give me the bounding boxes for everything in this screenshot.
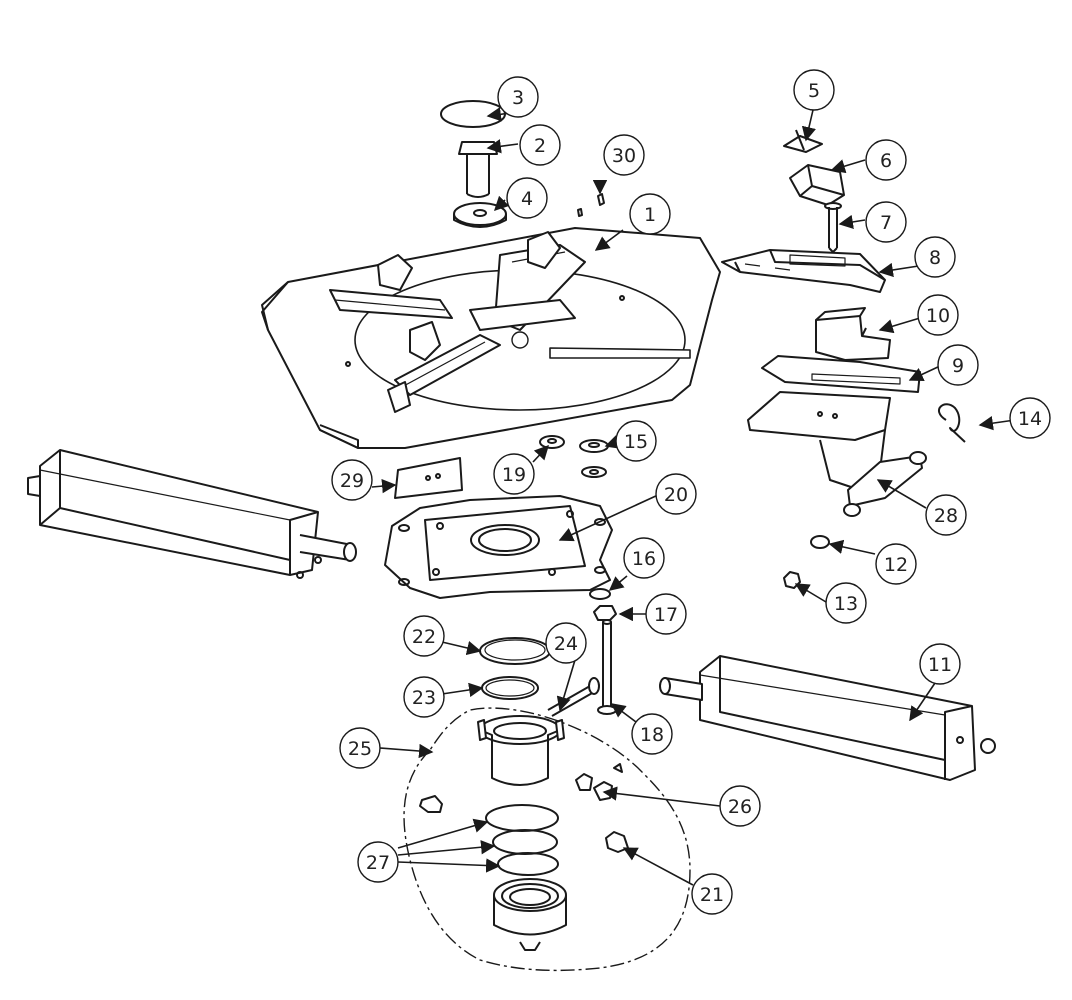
svg-text:17: 17 — [654, 604, 678, 626]
pneumatic-cylinder-left — [27, 449, 357, 579]
o-ring-3 — [497, 852, 559, 876]
base-flange — [384, 495, 613, 599]
svg-text:21: 21 — [700, 884, 724, 906]
callout-29: 29 — [331, 459, 373, 501]
slide-block — [815, 307, 891, 361]
callout-12: 12 — [875, 543, 917, 585]
svg-text:7: 7 — [880, 212, 892, 234]
svg-text:9: 9 — [952, 355, 964, 377]
svg-text:19: 19 — [502, 464, 526, 486]
fitting-26 — [593, 781, 613, 801]
bolt — [458, 141, 498, 198]
svg-text:25: 25 — [348, 738, 372, 760]
callout-10: 10 — [917, 294, 959, 336]
guide-strip — [394, 457, 463, 499]
svg-text:27: 27 — [366, 852, 390, 874]
callout-20: 20 — [655, 473, 697, 515]
callout-25: 25 — [339, 727, 381, 769]
callout-28: 28 — [925, 494, 967, 536]
jaw-insert — [789, 164, 845, 206]
callout-24: 24 — [545, 622, 587, 664]
callout-1: 1 — [629, 193, 671, 235]
svg-text:1: 1 — [644, 204, 656, 226]
long-bolt — [547, 677, 600, 717]
assembly-boundary — [403, 707, 691, 972]
svg-text:20: 20 — [664, 484, 688, 506]
callout-16: 16 — [623, 537, 665, 579]
o-ring-large-inner — [484, 639, 546, 661]
cap — [440, 100, 506, 128]
svg-text:5: 5 — [808, 80, 820, 102]
retaining-ring-inner — [485, 679, 535, 697]
o-ring-2 — [492, 829, 558, 855]
svg-text:2: 2 — [534, 135, 546, 157]
callout-26: 26 — [719, 785, 761, 827]
o-ring-1 — [485, 804, 559, 832]
nut-small — [593, 605, 617, 621]
svg-text:6: 6 — [880, 150, 892, 172]
guide-plate — [761, 355, 921, 393]
callout-13: 13 — [825, 582, 867, 624]
callout-14: 14 — [1009, 397, 1051, 439]
callout-6: 6 — [865, 139, 907, 181]
pneumatic-cylinder-right — [659, 655, 996, 781]
svg-text:13: 13 — [834, 593, 858, 615]
svg-text:30: 30 — [612, 145, 636, 167]
svg-text:14: 14 — [1018, 408, 1042, 430]
callout-22: 22 — [403, 615, 445, 657]
svg-text:15: 15 — [624, 431, 648, 453]
callout-11: 11 — [919, 643, 961, 685]
screw — [824, 202, 842, 253]
svg-text:8: 8 — [929, 247, 941, 269]
svg-text:26: 26 — [728, 796, 752, 818]
svg-text:3: 3 — [512, 87, 524, 109]
turntable-plate — [261, 227, 721, 449]
callout-17: 17 — [645, 593, 687, 635]
svg-text:23: 23 — [412, 687, 436, 709]
small-screw — [613, 763, 623, 773]
fitting-left — [419, 795, 443, 813]
callout-27: 27 — [357, 841, 399, 883]
callout-5: 5 — [793, 69, 835, 111]
callout-2: 2 — [519, 124, 561, 166]
svg-text:24: 24 — [554, 633, 578, 655]
callout-7: 7 — [865, 201, 907, 243]
rotary-base — [493, 878, 567, 951]
callout-21: 21 — [691, 873, 733, 915]
mounting-plate-with-shaft — [747, 391, 927, 517]
callout-18: 18 — [631, 713, 673, 755]
washer — [453, 202, 507, 228]
callout-labels: 1 2 3 4 5 6 7 8 9 10 11 12 13 14 15 16 1… — [331, 69, 1051, 915]
small-pin — [577, 193, 605, 217]
callout-19: 19 — [493, 453, 535, 495]
pin-bolt — [597, 619, 617, 715]
svg-text:4: 4 — [521, 188, 533, 210]
svg-text:18: 18 — [640, 724, 664, 746]
svg-text:28: 28 — [934, 505, 958, 527]
callout-15: 15 — [615, 420, 657, 462]
clip — [783, 129, 823, 153]
spring-pin — [938, 403, 966, 443]
svg-text:22: 22 — [412, 626, 436, 648]
rotary-housing — [477, 715, 565, 786]
callout-3: 3 — [497, 76, 539, 118]
svg-text:16: 16 — [632, 548, 656, 570]
callout-23: 23 — [403, 676, 445, 718]
lock-washer — [589, 588, 611, 600]
svg-text:11: 11 — [928, 654, 952, 676]
jaw-slide — [721, 249, 886, 293]
spacer-washers — [539, 435, 609, 478]
fitting-26a — [575, 773, 593, 791]
callout-30: 30 — [603, 134, 645, 176]
ring — [810, 535, 830, 549]
svg-text:10: 10 — [926, 305, 950, 327]
callout-8: 8 — [914, 236, 956, 278]
svg-text:12: 12 — [884, 554, 908, 576]
callout-4: 4 — [506, 177, 548, 219]
svg-text:29: 29 — [340, 470, 364, 492]
callout-9: 9 — [937, 344, 979, 386]
